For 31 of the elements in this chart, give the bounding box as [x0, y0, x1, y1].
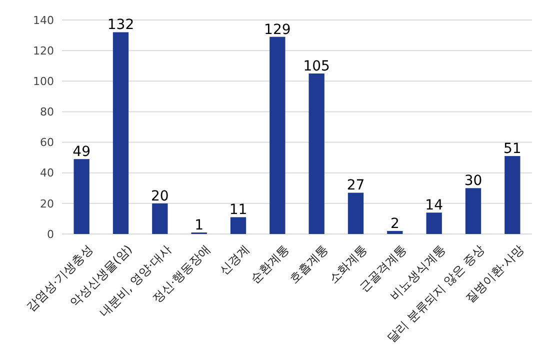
y-tick-label: 80 [40, 106, 54, 119]
bar [426, 212, 442, 234]
bar [465, 188, 482, 234]
data-label: 129 [264, 22, 291, 38]
data-label: 14 [425, 198, 444, 214]
data-label: 1 [194, 217, 204, 234]
bar [504, 156, 520, 234]
y-tick-label: 120 [33, 44, 54, 58]
bar [112, 32, 129, 234]
data-label: 132 [107, 17, 134, 34]
data-label: 27 [346, 178, 365, 194]
data-label: 105 [303, 58, 330, 74]
data-label: 2 [390, 216, 400, 232]
data-label: 20 [151, 188, 169, 204]
data-label: 51 [504, 141, 522, 158]
bar [270, 36, 286, 234]
y-tick-label: 40 [40, 166, 54, 180]
bar [348, 192, 364, 234]
y-tick-label: 140 [33, 14, 54, 27]
bar [230, 217, 246, 234]
y-tick-label: 100 [33, 74, 54, 88]
bar [74, 159, 90, 234]
y-tick-label: 0 [47, 228, 54, 241]
data-label: 30 [464, 173, 482, 190]
bar [152, 203, 168, 234]
data-label: 11 [229, 202, 248, 218]
bar [308, 74, 324, 234]
y-tick-label: 20 [40, 197, 54, 210]
y-tick-label: 60 [40, 136, 54, 150]
bar [387, 230, 403, 234]
data-label: 49 [72, 144, 90, 160]
